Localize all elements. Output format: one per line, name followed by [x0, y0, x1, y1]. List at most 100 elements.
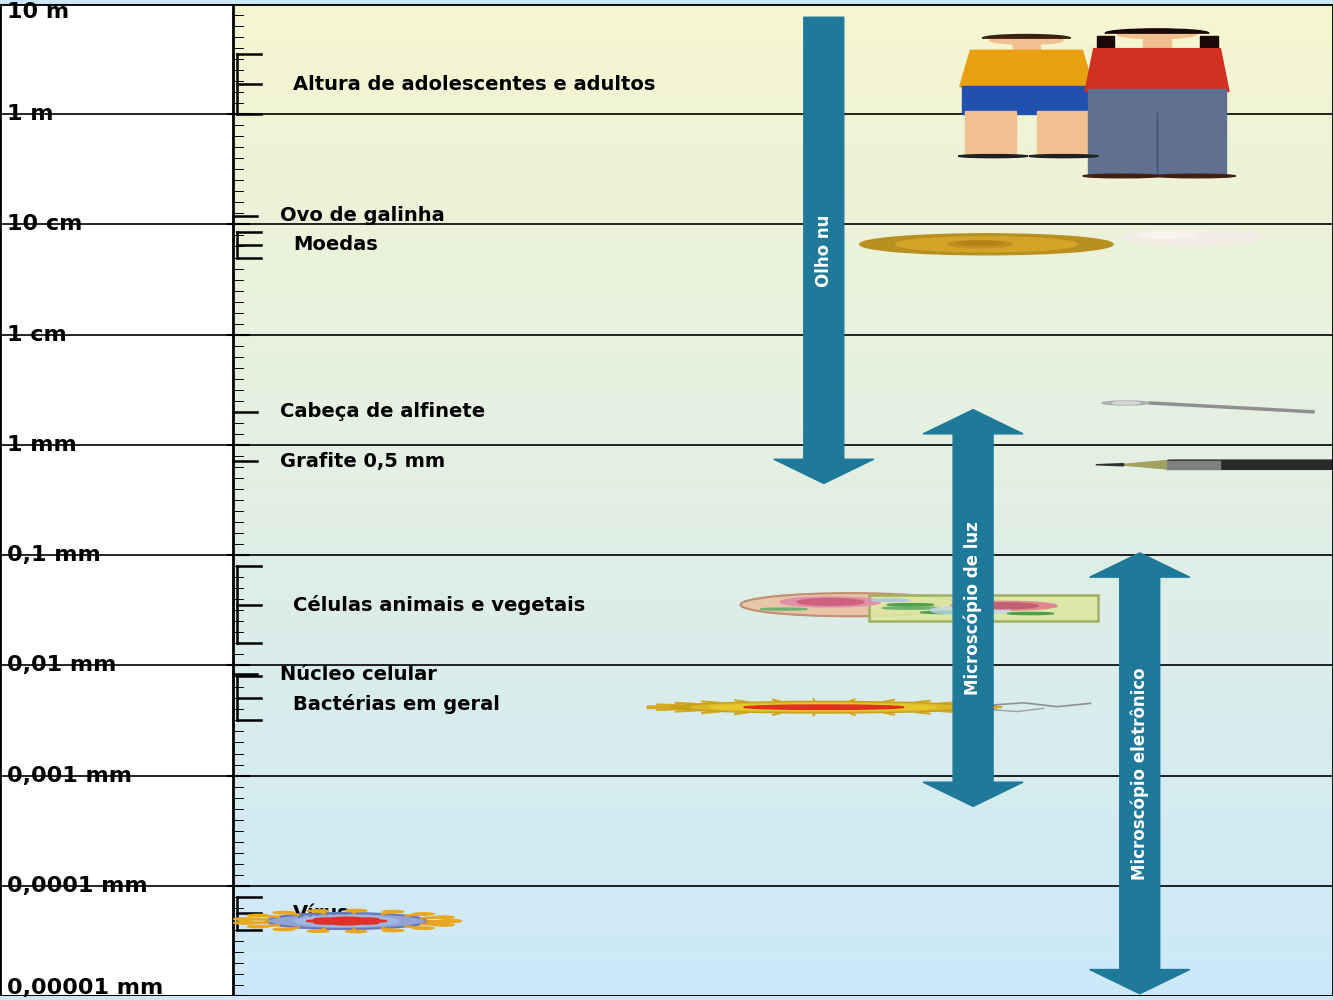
Bar — [233, 361, 1333, 366]
Bar — [233, 292, 1333, 297]
Bar — [233, 698, 1333, 703]
Bar — [233, 936, 1333, 941]
Ellipse shape — [273, 911, 295, 914]
Bar — [233, 133, 1333, 138]
Bar — [233, 267, 1333, 272]
Bar — [233, 475, 1333, 480]
Bar — [233, 108, 1333, 113]
Bar — [233, 986, 1333, 991]
Ellipse shape — [882, 607, 938, 609]
Bar — [233, 351, 1333, 356]
Bar — [233, 887, 1333, 892]
Bar — [233, 237, 1333, 242]
Bar — [0, 4, 233, 996]
Bar — [233, 684, 1333, 688]
Bar — [233, 272, 1333, 277]
Bar — [233, 674, 1333, 679]
Bar — [233, 822, 1333, 827]
Circle shape — [307, 920, 333, 922]
Bar — [233, 951, 1333, 956]
Bar — [233, 778, 1333, 783]
Circle shape — [1102, 401, 1150, 405]
Text: Altura de adolescentes e adultos: Altura de adolescentes e adultos — [293, 75, 656, 94]
Bar — [233, 440, 1333, 445]
Bar — [1142, 37, 1172, 47]
Bar — [233, 371, 1333, 376]
Bar — [233, 426, 1333, 431]
Bar — [233, 39, 1333, 44]
Ellipse shape — [308, 910, 329, 912]
Bar — [233, 520, 1333, 525]
Bar — [233, 624, 1333, 629]
Bar — [233, 882, 1333, 887]
Bar — [233, 917, 1333, 922]
Bar — [233, 93, 1333, 98]
Bar — [233, 728, 1333, 733]
Bar — [233, 564, 1333, 569]
Bar — [233, 584, 1333, 589]
Bar — [233, 505, 1333, 510]
Bar — [233, 436, 1333, 440]
Bar — [233, 336, 1333, 341]
Ellipse shape — [741, 593, 960, 616]
Bar — [233, 316, 1333, 321]
Bar — [233, 396, 1333, 401]
Bar — [233, 812, 1333, 817]
Bar — [233, 981, 1333, 986]
Bar — [233, 574, 1333, 579]
Bar — [233, 639, 1333, 644]
Circle shape — [331, 920, 363, 922]
Bar — [233, 594, 1333, 599]
Bar — [233, 326, 1333, 331]
Bar — [233, 123, 1333, 128]
Bar — [233, 465, 1333, 470]
Bar — [233, 366, 1333, 371]
Ellipse shape — [1156, 174, 1236, 178]
Bar — [233, 68, 1333, 73]
Bar — [233, 560, 1333, 564]
Text: Bactérias em geral: Bactérias em geral — [293, 694, 500, 714]
Bar — [233, 321, 1333, 326]
Bar — [962, 86, 1090, 114]
Bar — [233, 302, 1333, 307]
Bar — [233, 555, 1333, 560]
Bar — [233, 788, 1333, 793]
Bar — [233, 530, 1333, 535]
Bar — [233, 138, 1333, 143]
Bar — [233, 961, 1333, 966]
Bar — [233, 758, 1333, 763]
Text: 1 mm: 1 mm — [7, 435, 76, 455]
Ellipse shape — [248, 914, 269, 917]
Ellipse shape — [233, 922, 255, 924]
Bar — [233, 852, 1333, 857]
Polygon shape — [1166, 461, 1220, 469]
Ellipse shape — [440, 920, 461, 922]
Text: Microscópio de luz: Microscópio de luz — [964, 521, 982, 695]
Bar — [233, 773, 1333, 778]
Bar — [233, 297, 1333, 302]
Text: 1 cm: 1 cm — [7, 325, 67, 345]
FancyBboxPatch shape — [1168, 460, 1333, 469]
Ellipse shape — [1008, 612, 1054, 615]
Bar — [233, 604, 1333, 609]
Bar — [233, 768, 1333, 773]
Bar — [233, 535, 1333, 540]
Bar — [233, 644, 1333, 649]
Bar — [233, 34, 1333, 39]
Text: 0,0001 mm: 0,0001 mm — [7, 876, 147, 896]
Text: 0,1 mm: 0,1 mm — [7, 545, 100, 565]
Bar — [233, 966, 1333, 971]
Text: Cabeça de alfinete: Cabeça de alfinete — [280, 402, 485, 421]
Bar — [233, 49, 1333, 54]
Text: Grafite 0,5 mm: Grafite 0,5 mm — [280, 452, 445, 471]
Bar — [233, 500, 1333, 505]
Bar — [233, 579, 1333, 584]
Circle shape — [956, 241, 1004, 245]
Bar — [233, 192, 1333, 197]
Text: Núcleo celular: Núcleo celular — [280, 665, 437, 684]
Bar — [233, 803, 1333, 808]
Bar — [233, 307, 1333, 312]
Text: 10 m: 10 m — [7, 2, 69, 22]
Bar — [233, 227, 1333, 232]
Bar — [233, 14, 1333, 19]
